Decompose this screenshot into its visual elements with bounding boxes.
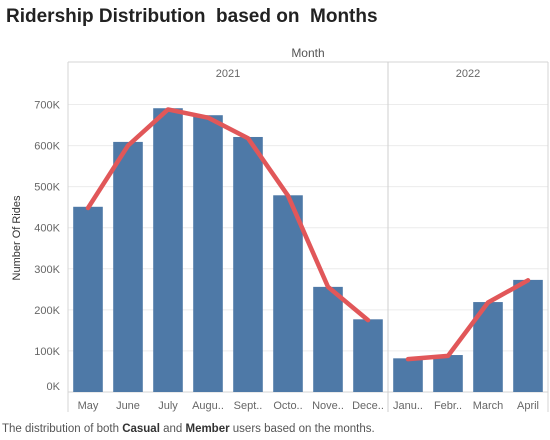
y-tick-label-4: 400K bbox=[34, 223, 60, 235]
y-tick-label-0: 0K bbox=[47, 381, 61, 393]
bar-2021-7 bbox=[353, 319, 383, 392]
trend-line-2021 bbox=[85, 107, 371, 323]
trend-line-2022 bbox=[405, 278, 531, 362]
bar-2022-1 bbox=[433, 355, 463, 392]
x-tick-label-2021-1: June bbox=[116, 400, 140, 412]
x-tick-label-2022-0: Janu.. bbox=[393, 400, 423, 412]
y-tick-label-3: 300K bbox=[34, 264, 60, 276]
x-tick-label-2022-3: April bbox=[517, 400, 539, 412]
bar-2021-5 bbox=[273, 195, 303, 392]
x-tick-label-2021-0: May bbox=[78, 400, 99, 412]
bar-2021-4 bbox=[233, 136, 263, 392]
bar-2022-0 bbox=[393, 358, 423, 392]
ridership-chart: Month 0K 100K 200K 300K 400K 500K 600K 700K Numbe… bbox=[11, 46, 549, 412]
x-tick-label-2021-7: Dece.. bbox=[352, 400, 384, 412]
group-label-2021: 2021 bbox=[216, 68, 240, 80]
x-tick-label-2022-1: Febr.. bbox=[434, 400, 462, 412]
group-label-2022: 2022 bbox=[456, 68, 480, 80]
caption-member: Member bbox=[185, 423, 230, 435]
x-tick-label-2021-6: Nove.. bbox=[312, 400, 344, 412]
column-header: Month bbox=[291, 46, 324, 60]
bar-2022-3 bbox=[513, 279, 543, 392]
x-tick-label-2021-5: Octo.. bbox=[273, 400, 302, 412]
caption-text-1: The distribution of both bbox=[2, 423, 123, 435]
chart-title: Ridership Distribution based on Months bbox=[6, 6, 378, 27]
y-tick-label-7: 700K bbox=[34, 100, 60, 112]
y-tick-label-1: 100K bbox=[34, 346, 60, 358]
y-axis-label: Number Of Rides bbox=[11, 195, 23, 280]
bar-2021-6 bbox=[313, 286, 343, 392]
caption-text-2: and bbox=[159, 423, 186, 435]
x-tick-label-2021-3: Augu.. bbox=[192, 400, 224, 412]
y-tick-label-2: 200K bbox=[34, 305, 60, 317]
chart-caption: The distribution of both Casual and Memb… bbox=[2, 423, 375, 435]
y-tick-label-6: 600K bbox=[34, 141, 60, 153]
bar-2021-3 bbox=[193, 115, 223, 392]
caption-casual: Casual bbox=[122, 423, 160, 435]
bar-2021-1 bbox=[113, 141, 143, 392]
bar-2021-2 bbox=[153, 108, 183, 392]
x-tick-label-2021-2: July bbox=[158, 400, 178, 412]
x-tick-label-2022-2: March bbox=[473, 400, 504, 412]
caption-text-3: users based on the months. bbox=[229, 423, 375, 435]
x-tick-label-2021-4: Sept.. bbox=[234, 400, 263, 412]
bar-2021-0 bbox=[73, 206, 103, 392]
y-tick-label-5: 500K bbox=[34, 182, 60, 194]
